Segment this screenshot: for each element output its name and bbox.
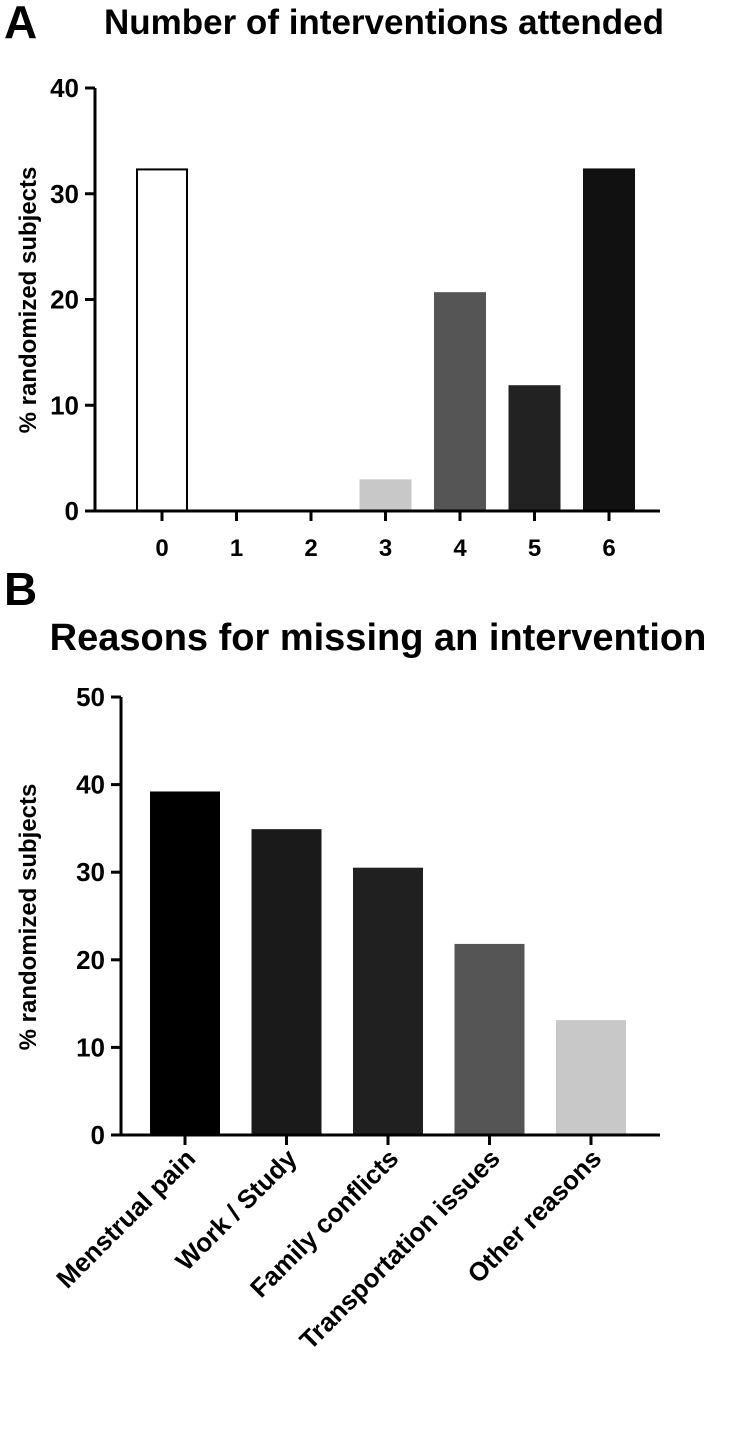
bar-3: [359, 479, 412, 512]
bar-4: [434, 292, 486, 512]
y-tick-label: 30: [50, 179, 79, 209]
bar-0: [136, 168, 188, 513]
bar-6: [583, 168, 635, 513]
panel-a-y-ticks: 0 10 20 30 40: [50, 73, 95, 526]
bar-family-conflicts: [353, 867, 423, 1136]
x-tick-label: 3: [379, 535, 392, 562]
bar-5: [508, 385, 561, 512]
panel-a-label: A: [4, 0, 37, 48]
bar-transportation-issues: [454, 943, 525, 1137]
y-tick-label: 50: [76, 682, 105, 712]
x-tick-label: 4: [453, 535, 467, 562]
panel-a-title: Number of interventions attended: [104, 3, 664, 42]
y-tick-label: 40: [50, 73, 79, 103]
x-tick-label: 1: [230, 535, 243, 562]
y-tick-label: 30: [76, 857, 105, 887]
x-tick-label: 6: [602, 535, 615, 562]
x-tick-label: Menstrual pain: [50, 1143, 201, 1294]
panel-a: A Number of interventions attended % ran…: [4, 0, 664, 562]
x-tick-label: 2: [304, 535, 317, 562]
panel-b-y-ticks: 0 10 20 30 40 50: [76, 682, 121, 1150]
y-tick-label: 20: [76, 945, 105, 975]
bar-other-reasons: [556, 1020, 626, 1136]
panel-b-bars: [150, 791, 626, 1137]
panel-a-bars: [136, 168, 635, 513]
y-tick-label: 40: [76, 770, 105, 800]
y-tick-label: 0: [91, 1120, 105, 1150]
y-tick-label: 10: [50, 390, 79, 420]
y-tick-label: 20: [50, 285, 79, 315]
panel-b-axes: [119, 697, 660, 1137]
x-tick-label: Transportation issues: [293, 1143, 505, 1355]
y-tick-label: 0: [65, 496, 79, 526]
panel-b-label: B: [4, 563, 37, 615]
panel-b-y-axis-label: % randomized subjects: [15, 784, 42, 1051]
panel-a-x-ticks: 0 1 2 3 4 5 6: [155, 511, 616, 562]
x-tick-label: 5: [528, 535, 541, 562]
panel-b: B Reasons for missing an intervention % …: [4, 563, 706, 1355]
panel-b-title: Reasons for missing an intervention: [50, 617, 707, 659]
y-tick-label: 10: [76, 1032, 105, 1062]
x-tick-label: 0: [155, 535, 168, 562]
bar-menstrual-pain: [150, 791, 220, 1136]
bar-work-study: [251, 829, 322, 1136]
panel-a-y-axis-label: % randomized subjects: [15, 167, 42, 434]
